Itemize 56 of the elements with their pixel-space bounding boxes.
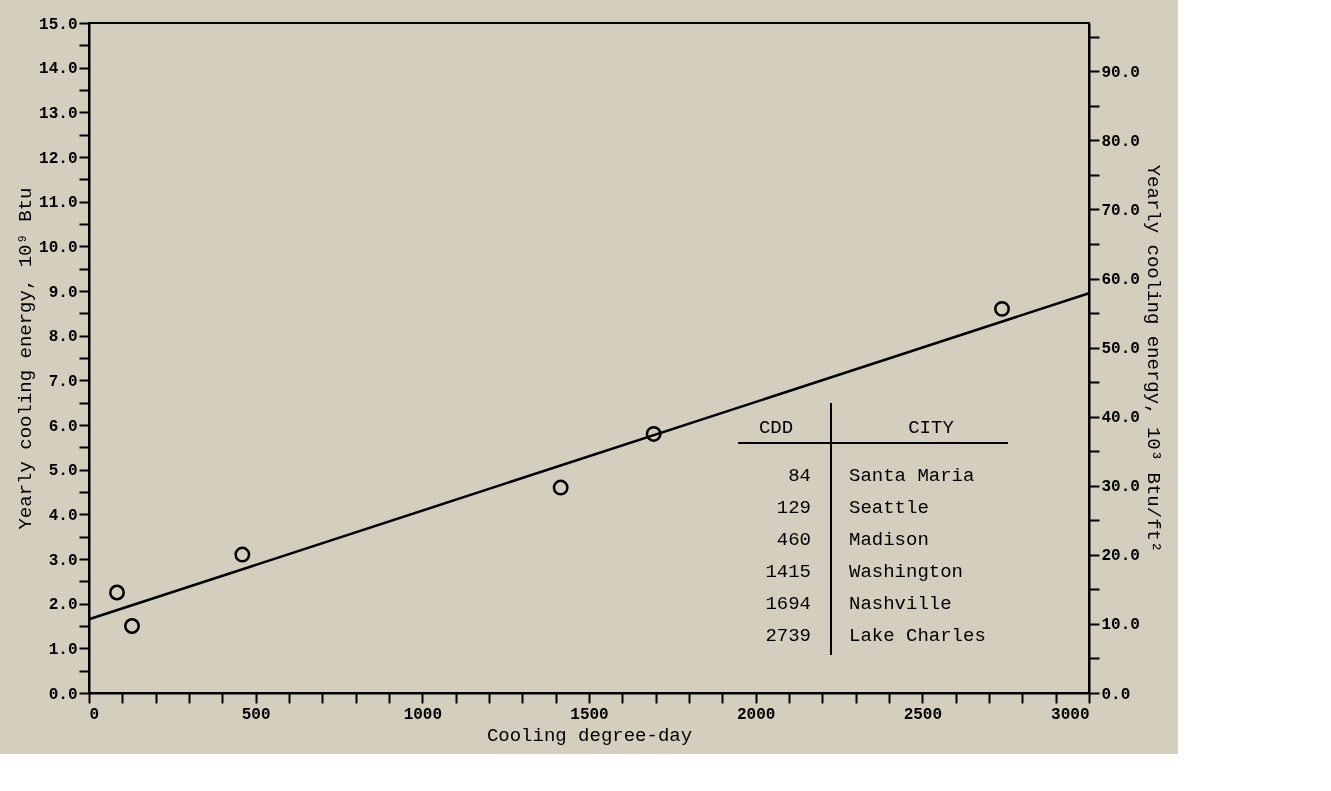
y2-tick-label: 40.0 — [1101, 409, 1140, 428]
y-tick-label: 7.0 — [48, 372, 78, 391]
y2-tick-label: 60.0 — [1101, 271, 1140, 290]
y2-tick-label: 0.0 — [1101, 685, 1131, 704]
y-tick-label: 3.0 — [48, 551, 78, 570]
y2-tick-label: 90.0 — [1101, 63, 1140, 82]
annotation: Washington — [849, 561, 964, 583]
y2-tick-label: 70.0 — [1101, 201, 1140, 220]
point — [552, 479, 569, 496]
point — [234, 546, 251, 563]
x-tick-label: 1500 — [570, 705, 609, 724]
y-tick-label: 9.0 — [48, 283, 78, 302]
x-tick-label: 1000 — [403, 705, 443, 724]
annotation: 2739 — [765, 625, 811, 647]
y-tick-label: 15.0 — [39, 15, 78, 34]
y-tick-label: 14.0 — [39, 60, 78, 79]
point — [124, 618, 140, 634]
point — [994, 300, 1010, 317]
x-tick-label: 500 — [241, 705, 271, 724]
y2-tick-label: 30.0 — [1101, 478, 1140, 497]
annotation: 129 — [776, 497, 811, 519]
point — [645, 425, 662, 442]
annotation: 84 — [788, 465, 811, 487]
y2-tick-label: 80.0 — [1101, 132, 1140, 151]
point — [109, 584, 125, 601]
annotation: 460 — [776, 529, 811, 551]
y-tick-label: 4.0 — [48, 506, 78, 525]
x-tick-label: 2000 — [736, 705, 776, 724]
y-tick-label: 5.0 — [48, 462, 78, 481]
x-tick-label: 3000 — [1051, 705, 1090, 724]
x-tick-label: 2500 — [903, 705, 943, 724]
y-tick-label: 0.0 — [48, 685, 78, 704]
annotation: Madison — [849, 529, 929, 551]
y-tick-label: 13.0 — [39, 104, 78, 123]
y-tick-label: 2.0 — [48, 596, 78, 615]
y-tick-label: 12.0 — [39, 149, 78, 168]
annotation: Santa Maria — [849, 465, 975, 487]
y2-axis-title: Yearly cooling energy, 10³ Btu/ft² — [1141, 164, 1164, 553]
annotation: CITY — [908, 417, 955, 439]
annotation: 1694 — [765, 593, 811, 615]
annotation: Seattle — [849, 497, 929, 519]
y2-tick-label: 20.0 — [1101, 547, 1140, 566]
y-tick-label: 6.0 — [48, 417, 78, 436]
annotation: Lake Charles — [849, 625, 986, 647]
y-tick-label: 8.0 — [48, 328, 78, 347]
y2-tick-label: 10.0 — [1101, 616, 1140, 635]
y-axis-title: Yearly cooling energy, 10⁹ Btu — [15, 187, 38, 530]
annotation: Nashville — [849, 593, 952, 615]
y-tick-label: 11.0 — [39, 194, 78, 213]
x-axis-title: Cooling degree-day — [486, 724, 693, 747]
y-tick-label: 10.0 — [39, 238, 78, 257]
annotation: 1415 — [765, 561, 811, 583]
annotation: CDD — [758, 417, 794, 439]
y2-tick-label: 50.0 — [1101, 340, 1140, 359]
y-tick-label: 1.0 — [48, 640, 78, 659]
x-tick-label: 0 — [89, 705, 100, 724]
